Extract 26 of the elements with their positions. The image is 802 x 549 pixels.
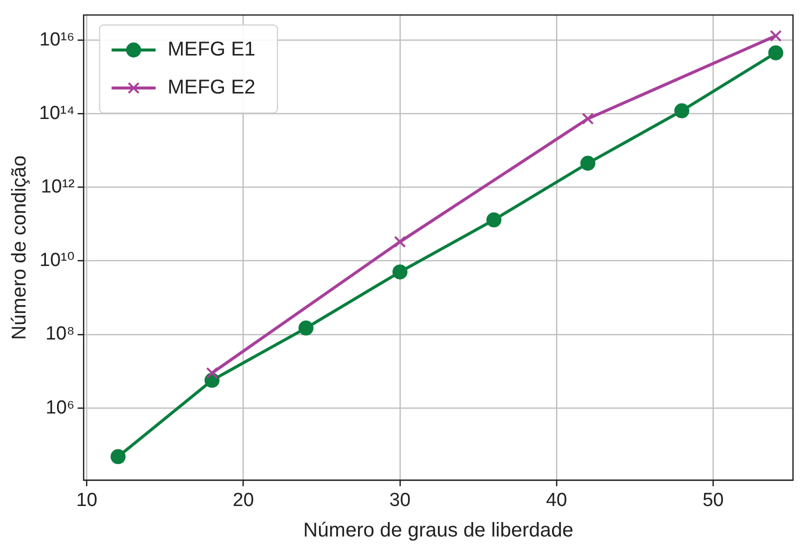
y-axis-title: Número de condição (8, 155, 31, 340)
point (206, 367, 218, 379)
x-tick-label: 40 (546, 490, 568, 511)
y-tick-label: 10¹² (40, 176, 75, 198)
point (674, 103, 690, 118)
point (770, 30, 782, 42)
point (582, 112, 594, 125)
point (394, 236, 406, 248)
x-axis-title: Número de graus de liberdade (303, 520, 574, 542)
x-tick-label: 10 (76, 490, 98, 511)
point (110, 449, 126, 464)
x-tick-label: 50 (702, 490, 724, 511)
y-tick-label: 10¹⁰ (40, 250, 75, 272)
point (392, 264, 408, 280)
point (486, 212, 502, 228)
point (298, 320, 314, 336)
point (768, 45, 784, 60)
y-tick-label: 10⁸ (45, 324, 75, 345)
y-tick-label: 10¹⁴ (39, 102, 75, 124)
x-tick-label: 30 (389, 490, 411, 511)
legend-label: MEFG E1 (168, 38, 256, 61)
x-tick-label: 20 (232, 490, 254, 511)
point (580, 156, 596, 171)
y-tick-label: 10¹⁶ (39, 29, 75, 50)
legend-label: MEFG E2 (168, 76, 256, 99)
y-tick-label: 10⁶ (46, 397, 75, 418)
